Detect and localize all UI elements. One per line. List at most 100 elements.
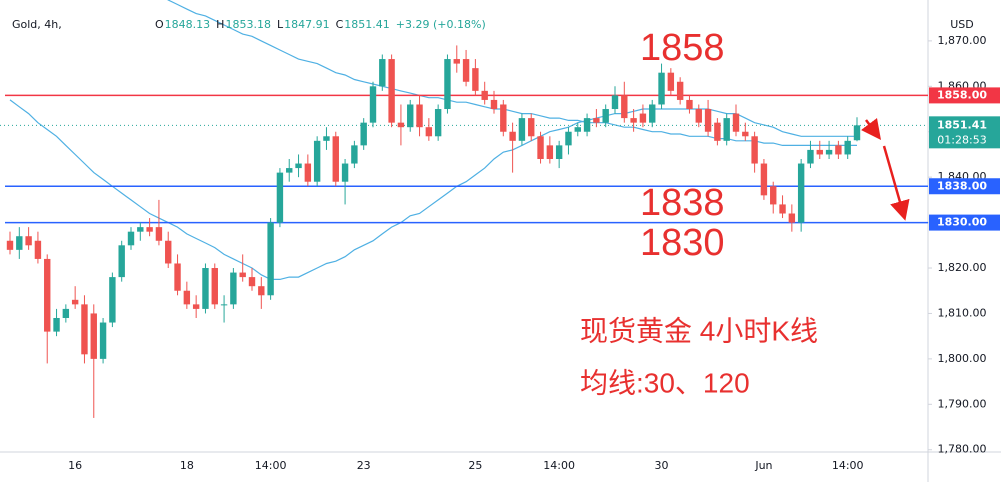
ohlc-value: 1848.13 [165, 18, 211, 31]
candle-body [751, 136, 758, 164]
candle-body [518, 118, 526, 141]
moving-average [9, 99, 857, 280]
candle-body [797, 163, 805, 223]
annotation: 1858 [640, 27, 725, 69]
symbol: Gold, 4h, [12, 18, 62, 31]
x-tick-label: 18 [180, 459, 194, 472]
candle-body [62, 308, 70, 318]
countdown: 01:28:53 [937, 133, 986, 146]
candle-body [714, 122, 721, 141]
candle-body [434, 109, 442, 137]
candle-body [53, 317, 60, 332]
x-tick-label: 30 [655, 459, 669, 472]
candle-body [742, 131, 749, 137]
candle-body [453, 59, 460, 64]
candle-body [537, 136, 544, 159]
candle-body [295, 163, 302, 169]
candle-body [844, 140, 851, 155]
candle-body [211, 268, 218, 305]
candle-body [760, 163, 768, 196]
candle-body [649, 104, 656, 123]
arrow [861, 118, 881, 140]
annotation: 1838 [640, 182, 725, 224]
candle-body [574, 127, 581, 132]
candle-body [202, 268, 209, 309]
candle-body [593, 118, 600, 123]
candle-body [425, 127, 433, 137]
level-label-box [929, 178, 1000, 195]
candle-body [528, 118, 535, 137]
candle-body [555, 145, 563, 159]
candle-body [462, 59, 470, 82]
candle-body [704, 109, 712, 132]
candle-body [676, 81, 684, 100]
candle-body [71, 299, 79, 305]
y-tick-label: 1,820.00 [938, 261, 987, 274]
candle-body [192, 304, 200, 309]
candle-body [118, 245, 125, 278]
ohlc-key: C [336, 18, 344, 31]
candle-body [509, 131, 516, 141]
y-tick-label: 1,870.00 [938, 34, 987, 47]
candle-body [388, 59, 395, 123]
level-label: 1858.00 [937, 88, 987, 101]
candle-body [258, 286, 265, 296]
candle-body [230, 272, 237, 305]
candle-body [351, 145, 358, 164]
ohlc-value: +3.29 (+0.18%) [396, 18, 486, 31]
candle-body [127, 231, 135, 246]
candle-body [248, 277, 256, 287]
candle-body [99, 322, 107, 359]
candle-body [481, 90, 488, 100]
candle-body [611, 95, 619, 110]
annotation: 现货黄金 4小时K线 [580, 315, 818, 346]
plot [0, 0, 928, 418]
candle-body [16, 236, 23, 250]
candle-body [360, 122, 367, 146]
candle-body [81, 304, 88, 355]
candle-body [323, 136, 330, 141]
candle-body [304, 163, 312, 182]
candle-body [835, 145, 842, 155]
candle-body [90, 313, 97, 359]
candle-body [546, 145, 554, 159]
ohlc-value: 1853.18 [225, 18, 271, 31]
level-label: 1838.00 [937, 179, 987, 192]
candle-body [695, 109, 702, 123]
candle-body [732, 113, 740, 132]
candle-body [341, 163, 349, 182]
candle-body [369, 86, 377, 123]
x-tick-label: 14:00 [832, 459, 864, 472]
candle-body [239, 272, 246, 278]
candle-body [332, 136, 339, 182]
candle-body [770, 186, 777, 205]
candle-body [313, 140, 321, 182]
ohlc-key: L [277, 18, 284, 31]
x-tick-label: 14:00 [543, 459, 575, 472]
last-price-label: 1851.41 [937, 118, 987, 131]
candle-body [816, 149, 823, 155]
level-label-box [929, 87, 1000, 104]
candle-body [490, 99, 498, 110]
candle-body [407, 104, 414, 128]
x-tick-label: 23 [357, 459, 371, 472]
candle-body [472, 68, 479, 91]
candle-body [146, 227, 153, 232]
annotation: 1830 [640, 222, 725, 264]
candle-body [183, 290, 191, 305]
candle-body [658, 72, 665, 105]
candle-body [25, 236, 32, 246]
candle-body [788, 213, 796, 223]
candle-body [155, 227, 163, 241]
candle-body [286, 168, 293, 173]
ohlc-key: O [155, 18, 164, 31]
candle-body [723, 118, 730, 141]
candle-body [825, 149, 833, 155]
candle-body [267, 222, 274, 296]
candle-body [500, 104, 507, 132]
candle-body [44, 258, 51, 332]
last-price-box [929, 116, 1000, 149]
candle-body [276, 172, 284, 223]
